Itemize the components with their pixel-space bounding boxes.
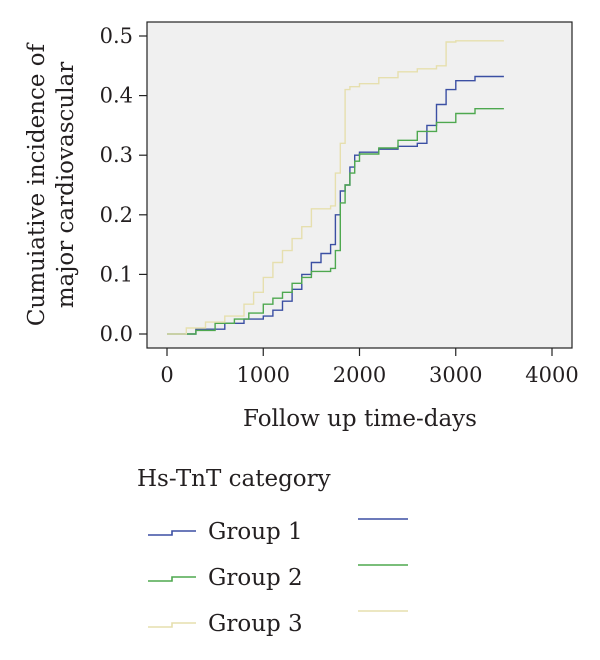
x-axis-label: Follow up time-days [243, 406, 477, 432]
x-axis: 0 1000 2000 3000 4000 [160, 348, 579, 387]
y-tick-label: 0.2 [100, 203, 133, 227]
x-tick-label: 1000 [237, 363, 290, 387]
legend-label: Group 3 [208, 611, 303, 637]
legend-step-swatch [148, 622, 196, 628]
y-axis-label-line-2: major cardiovascular [53, 62, 79, 309]
y-axis-label-line-1: Cumuiative incidence of [24, 42, 50, 326]
x-tick-label: 2000 [333, 363, 386, 387]
legend-title: Hs-TnT category [137, 466, 331, 492]
x-tick-label: 0 [160, 363, 173, 387]
legend-label: Group 1 [208, 519, 303, 545]
legend-step-swatch [148, 576, 196, 582]
y-axis: 0.0 0.1 0.2 0.3 0.4 0.5 [100, 24, 147, 346]
y-tick-label: 0.3 [100, 143, 133, 167]
y-tick-label: 0.1 [100, 262, 133, 286]
series-layer [167, 40, 504, 335]
x-tick-label: 4000 [525, 363, 578, 387]
legend-step-swatch [148, 530, 196, 536]
series-line-group-3 [167, 40, 504, 335]
legend-label: Group 2 [208, 565, 303, 591]
y-tick-label: 0.5 [100, 24, 133, 48]
x-tick-label: 3000 [429, 363, 482, 387]
legend: Group 1 Group 2 Group 3 [148, 518, 408, 637]
plot-area [146, 21, 573, 349]
y-tick-label: 0.4 [100, 84, 133, 108]
series-line-group-2 [167, 108, 504, 335]
y-tick-label: 0.0 [100, 322, 133, 346]
